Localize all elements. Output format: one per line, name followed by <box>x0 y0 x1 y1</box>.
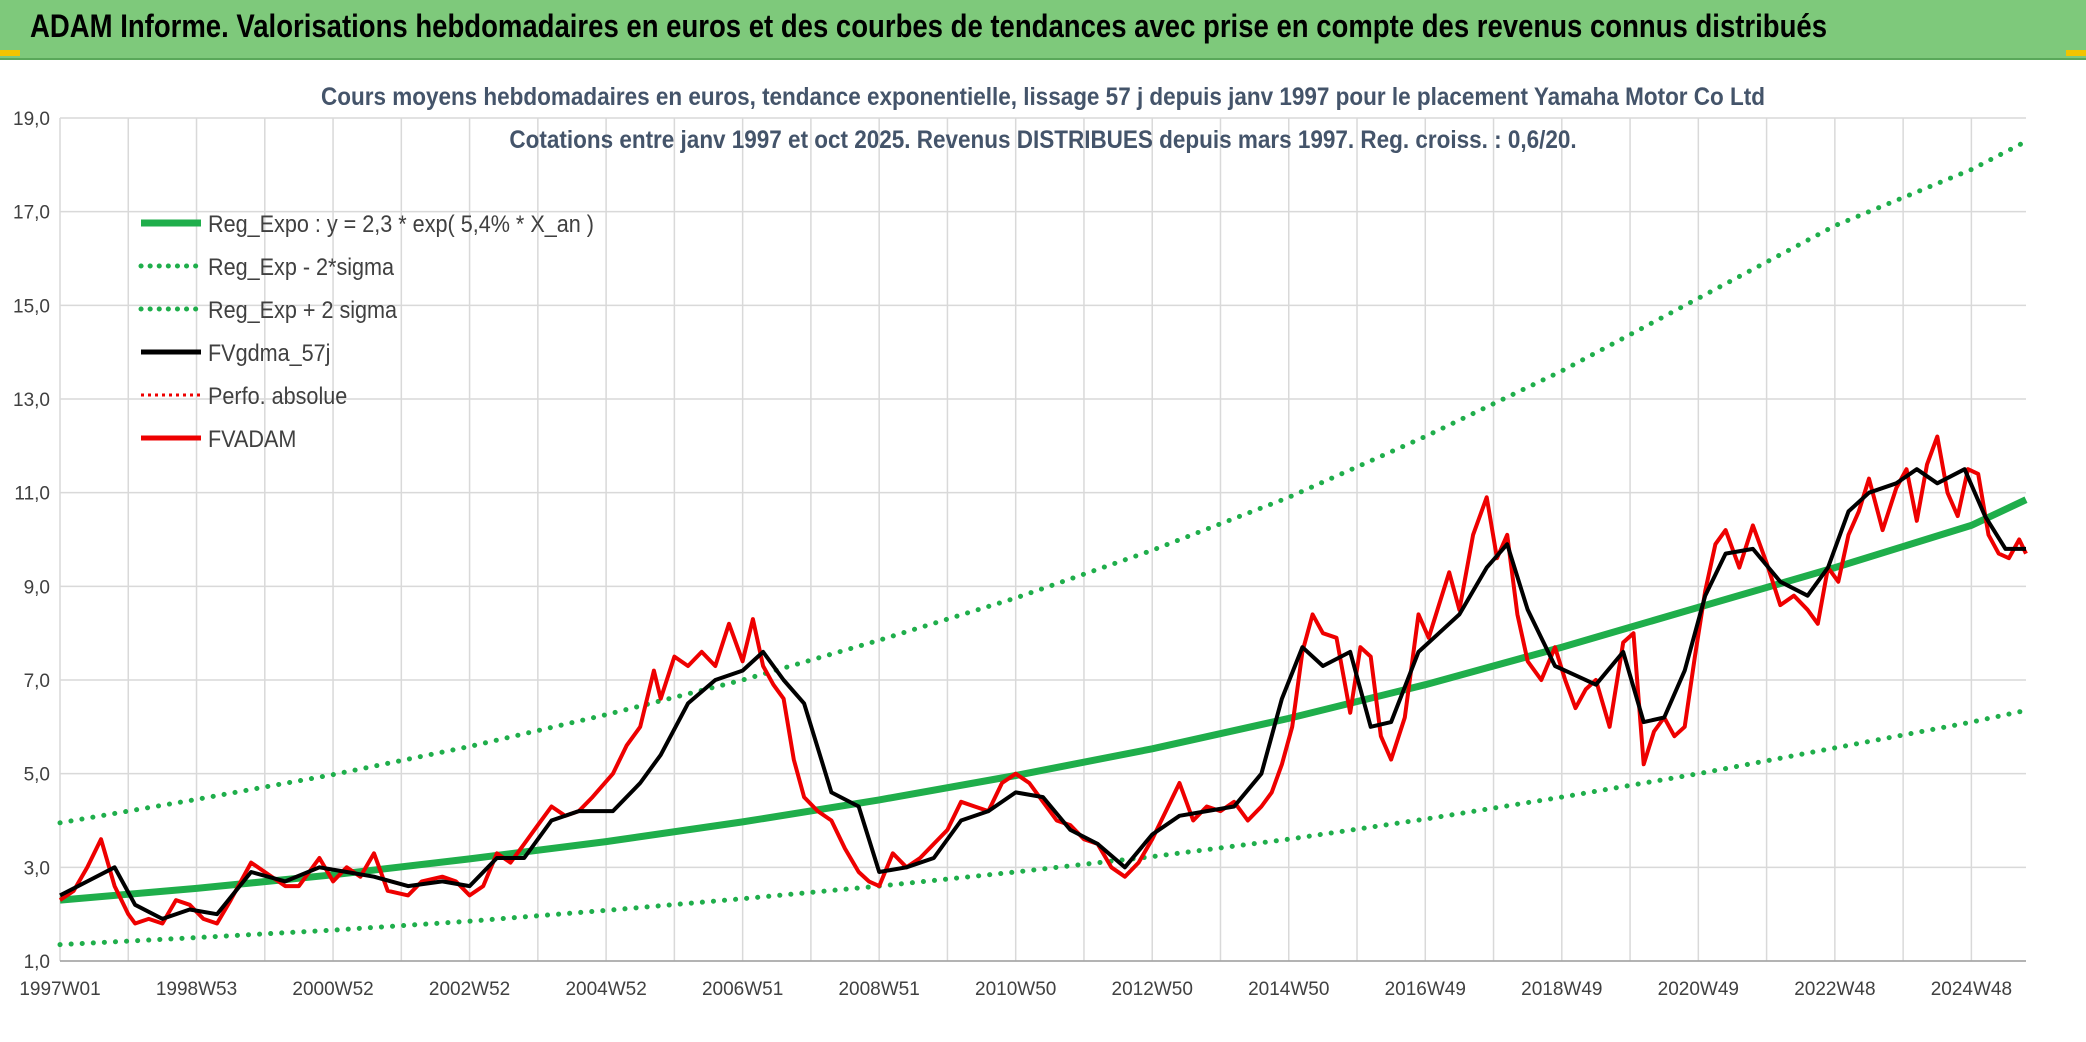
y-tick-label: 11,0 <box>14 484 50 505</box>
corner-mark-right <box>2066 50 2086 56</box>
upper-band-series <box>57 138 2029 826</box>
legend-label: Reg_Exp - 2*sigma <box>208 253 394 280</box>
chart-area: Cours moyens hebdomadaires en euros, ten… <box>0 60 2086 1037</box>
legend-item-trend: Reg_Expo : y = 2,3 * exp( 5,4% * X_an ) <box>141 210 594 237</box>
y-tick-label: 3,0 <box>24 858 50 879</box>
legend: Reg_Expo : y = 2,3 * exp( 5,4% * X_an ) R… <box>138 210 594 452</box>
x-tick-label: 2012W50 <box>1112 979 1193 1000</box>
y-tick-label: 17,0 <box>13 203 50 224</box>
legend-item-lower-band: Reg_Exp - 2*sigma <box>138 253 394 280</box>
y-tick-label: 7,0 <box>24 671 50 692</box>
price-series <box>58 434 2028 926</box>
legend-label: Reg_Exp + 2 sigma <box>208 296 397 323</box>
y-tick-label: 13,0 <box>13 390 50 411</box>
legend-item-price: FVADAM <box>141 425 296 452</box>
x-tick-label: 2018W49 <box>1521 979 1602 1000</box>
x-tick-label: 2010W50 <box>975 979 1056 1000</box>
x-axis: 1997W01 1998W53 2000W52 2002W52 2004W52 2006W… <box>19 960 2026 1000</box>
grid-lines <box>59 117 2026 962</box>
x-tick-label: 2006W51 <box>702 979 783 1000</box>
legend-label: Perfo. absolue <box>208 382 347 409</box>
y-axis: 1,0 3,0 5,0 7,0 9,0 11,0 13,0 15,0 17,0 19,0 <box>13 109 50 973</box>
lower-band-series <box>57 707 2029 948</box>
legend-label: Reg_Expo : y = 2,3 * exp( 5,4% * X_an ) <box>208 210 594 237</box>
legend-item-smoothed: FVgdma_57j <box>141 339 330 366</box>
corner-mark-left <box>0 50 20 56</box>
x-tick-label: 2022W48 <box>1794 979 1875 1000</box>
x-tick-label: 2016W49 <box>1385 979 1466 1000</box>
x-tick-label: 2020W49 <box>1658 979 1739 1000</box>
x-tick-label: 2000W52 <box>292 979 373 1000</box>
legend-label: FVgdma_57j <box>208 339 330 366</box>
trend-chart: Cours moyens hebdomadaires en euros, ten… <box>13 83 2029 1000</box>
x-tick-label: 2002W52 <box>429 979 510 1000</box>
legend-item-upper-band: Reg_Exp + 2 sigma <box>138 296 397 323</box>
x-tick-label: 2004W52 <box>565 979 646 1000</box>
x-tick-label: 1997W01 <box>19 979 100 1000</box>
y-tick-label: 15,0 <box>13 296 50 317</box>
x-tick-label: 2008W51 <box>838 979 919 1000</box>
report-title: ADAM Informe. Valorisations hebdomadaire… <box>30 8 1827 44</box>
y-tick-label: 9,0 <box>24 577 50 598</box>
x-tick-label: 2024W48 <box>1931 979 2012 1000</box>
series-layer <box>57 138 2029 948</box>
legend-label: FVADAM <box>208 425 296 452</box>
smoothed-series <box>59 467 2026 921</box>
trend-line-series <box>59 496 2028 904</box>
legend-item-perf: Perfo. absolue <box>141 382 347 409</box>
x-tick-label: 1998W53 <box>156 979 237 1000</box>
chart-title: Cours moyens hebdomadaires en euros, ten… <box>321 83 1765 111</box>
chart-subtitle: Cotations entre janv 1997 et oct 2025. R… <box>509 126 1576 154</box>
y-tick-label: 5,0 <box>24 765 50 786</box>
y-tick-label: 19,0 <box>13 109 50 130</box>
y-tick-label: 1,0 <box>24 952 50 973</box>
x-tick-label: 2014W50 <box>1248 979 1329 1000</box>
report-banner: ADAM Informe. Valorisations hebdomadaire… <box>0 0 2086 60</box>
